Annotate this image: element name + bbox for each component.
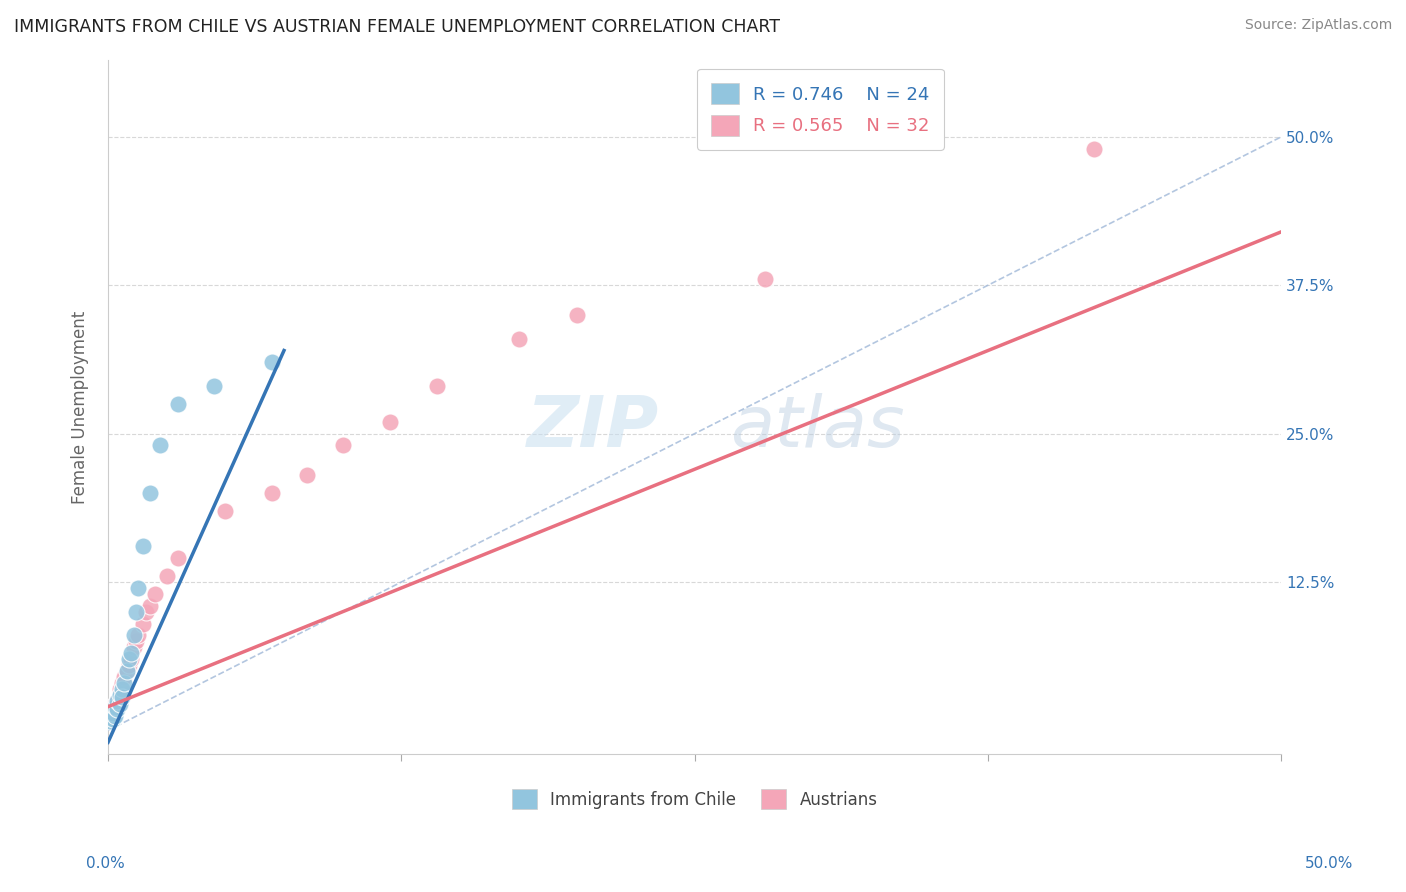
Text: 50.0%: 50.0% <box>1305 856 1353 871</box>
Point <box>122 640 145 655</box>
Text: IMMIGRANTS FROM CHILE VS AUSTRIAN FEMALE UNEMPLOYMENT CORRELATION CHART: IMMIGRANTS FROM CHILE VS AUSTRIAN FEMALE… <box>14 18 780 36</box>
Point <box>105 702 128 716</box>
Point <box>105 699 128 714</box>
Point <box>139 486 162 500</box>
Point <box>101 706 124 720</box>
Point <box>111 690 134 705</box>
Point <box>128 581 150 595</box>
Point <box>297 468 319 483</box>
Point <box>156 569 179 583</box>
Point <box>104 709 127 723</box>
Point <box>118 658 141 673</box>
Point <box>508 332 530 346</box>
Point <box>262 355 284 369</box>
Point <box>754 272 776 286</box>
Point <box>105 694 128 708</box>
Point <box>118 652 141 666</box>
Point <box>214 504 236 518</box>
Point <box>108 688 131 702</box>
Point <box>120 646 142 660</box>
Point <box>120 652 142 666</box>
Point <box>143 587 166 601</box>
Point <box>98 709 121 723</box>
Point <box>167 551 190 566</box>
Point <box>108 681 131 696</box>
Point <box>139 599 162 613</box>
Point <box>111 681 134 696</box>
Point <box>108 688 131 702</box>
Point <box>98 714 121 728</box>
Text: Source: ZipAtlas.com: Source: ZipAtlas.com <box>1244 18 1392 32</box>
Text: ZIP: ZIP <box>527 393 659 462</box>
Point <box>108 698 131 712</box>
Point <box>122 628 145 642</box>
Point <box>104 699 127 714</box>
Text: 0.0%: 0.0% <box>86 856 125 871</box>
Point <box>115 664 138 678</box>
Point <box>167 397 190 411</box>
Point <box>425 379 447 393</box>
Point <box>332 438 354 452</box>
Point <box>104 698 127 712</box>
Point <box>112 670 135 684</box>
Point <box>1083 142 1105 156</box>
Y-axis label: Female Unemployment: Female Unemployment <box>72 310 89 503</box>
Point <box>125 605 148 619</box>
Point <box>101 712 124 726</box>
Point <box>567 308 589 322</box>
Point <box>149 438 172 452</box>
Point <box>128 628 150 642</box>
Text: atlas: atlas <box>730 393 904 462</box>
Point <box>115 664 138 678</box>
Point <box>135 605 157 619</box>
Point <box>105 694 128 708</box>
Point <box>125 634 148 648</box>
Point <box>132 616 155 631</box>
Point <box>202 379 225 393</box>
Point <box>378 415 401 429</box>
Legend: Immigrants from Chile, Austrians: Immigrants from Chile, Austrians <box>505 783 884 815</box>
Point <box>132 540 155 554</box>
Point <box>101 706 124 720</box>
Point <box>104 702 127 716</box>
Point <box>262 486 284 500</box>
Point <box>112 676 135 690</box>
Point <box>111 676 134 690</box>
